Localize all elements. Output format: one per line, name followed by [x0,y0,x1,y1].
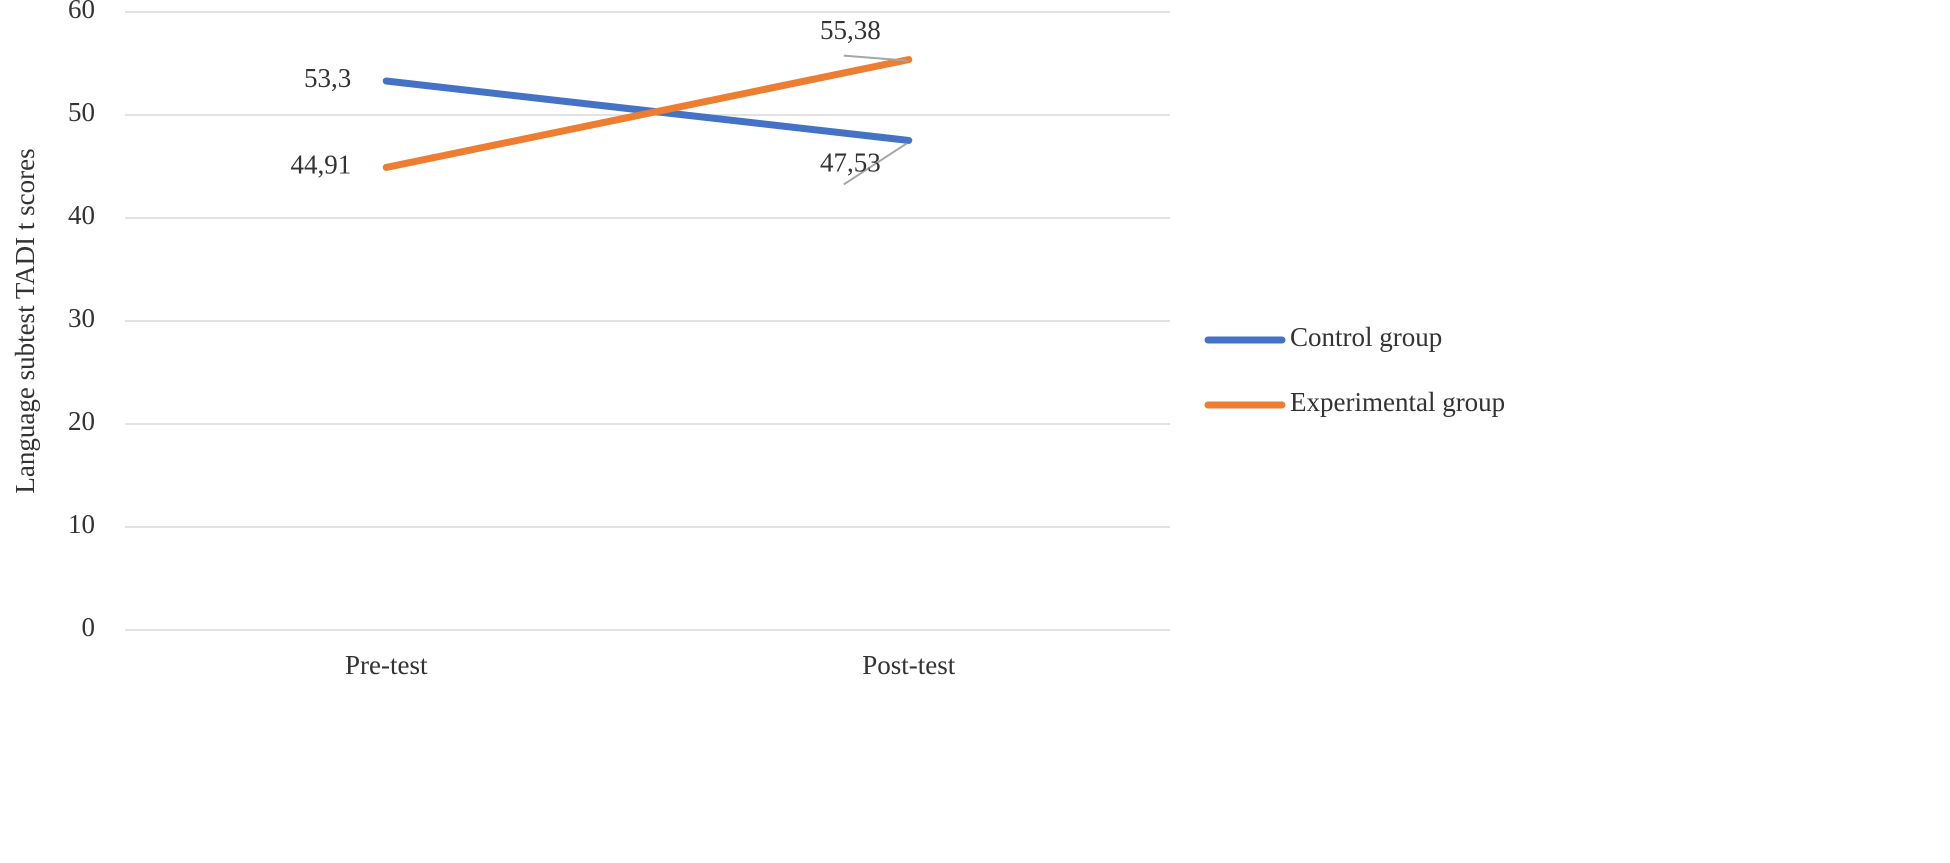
legend-label: Experimental group [1290,387,1505,417]
leader-line [843,142,908,186]
data-label: 53,3 [304,63,351,93]
y-tick-label: 20 [68,406,95,436]
data-label: 44,91 [291,150,352,180]
line [382,56,913,171]
y-tick-label: 30 [68,303,95,333]
x-tick-label: Post-test [862,650,956,680]
y-tick-label: 40 [68,200,95,230]
leader-line [843,54,907,62]
data-label: 55,38 [820,15,881,45]
legend-label: Control group [1290,322,1442,352]
data-label: 47,53 [820,148,881,178]
x-tick-label: Pre-test [345,650,428,680]
y-tick-label: 10 [68,509,95,539]
y-tick-label: 60 [68,0,95,24]
y-tick-label: 50 [68,97,95,127]
y-axis-title: Language subtest TADI t scores [10,148,40,493]
y-tick-label: 0 [82,612,96,642]
